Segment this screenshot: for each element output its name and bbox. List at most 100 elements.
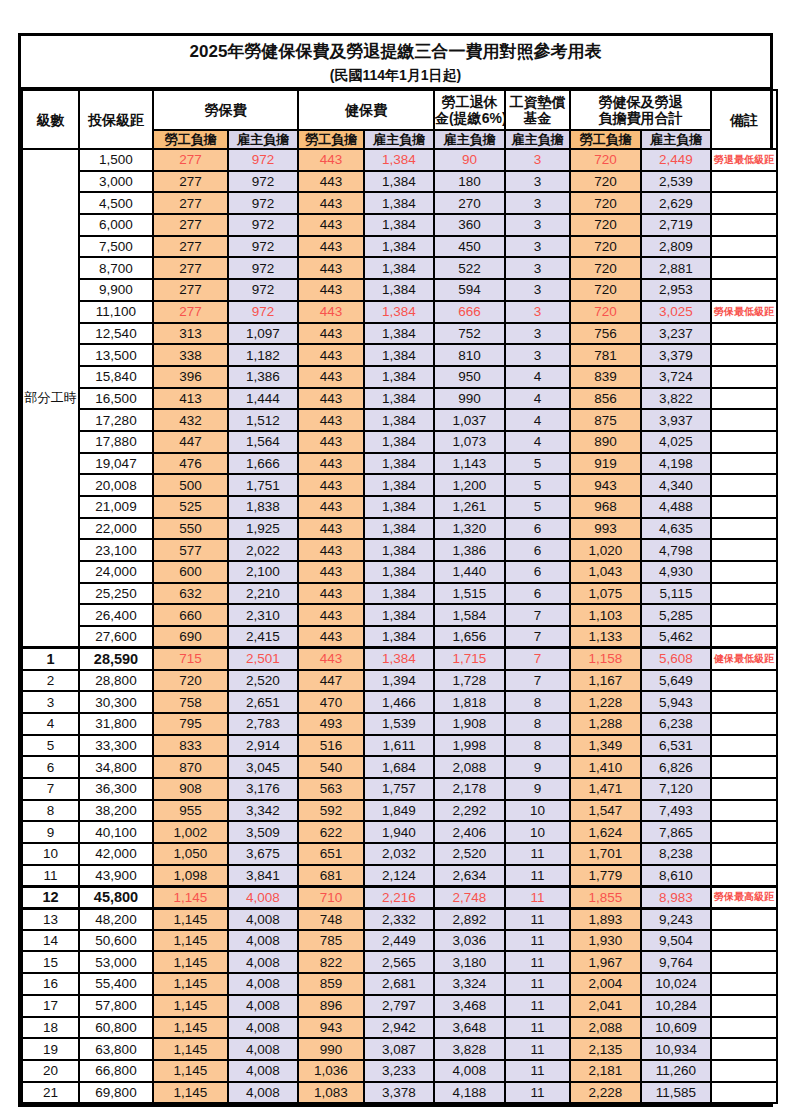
- wagefund-employer-cell: 11: [505, 908, 570, 930]
- wagefund-employer-cell: 8: [505, 735, 570, 757]
- table-row: 17,280 432 1,512 443 1,384 1,037 4 875 3…: [22, 409, 777, 431]
- table-row: 26,400 660 2,310 443 1,384 1,584 7 1,103…: [22, 604, 777, 626]
- pension-employer-cell: 522: [434, 257, 505, 279]
- health-employer-cell: 2,449: [364, 930, 434, 952]
- health-employee-cell: 443: [298, 409, 364, 431]
- pension-employer-cell: 2,520: [434, 843, 505, 865]
- wagefund-employer-cell: 3: [505, 192, 570, 214]
- wagefund-employer-cell: 5: [505, 474, 570, 496]
- table-row: 24,000 600 2,100 443 1,384 1,440 6 1,043…: [22, 561, 777, 583]
- health-employer-cell: 1,384: [364, 344, 434, 366]
- labor-employee-cell: 277: [153, 149, 228, 171]
- wagefund-employer-cell: 3: [505, 301, 570, 323]
- salary-bracket-cell: 8,700: [79, 257, 153, 279]
- health-employee-cell: 443: [298, 474, 364, 496]
- wagefund-employer-cell: 8: [505, 713, 570, 735]
- subheader-health-employer: 雇主負擔: [364, 130, 434, 149]
- labor-employee-cell: 660: [153, 604, 228, 626]
- pension-employer-cell: 990: [434, 388, 505, 410]
- health-employer-cell: 1,384: [364, 518, 434, 540]
- pension-employer-cell: 752: [434, 323, 505, 345]
- level-cell: 5: [22, 735, 79, 757]
- salary-bracket-cell: 33,300: [79, 735, 153, 757]
- labor-employer-cell: 4,008: [228, 973, 298, 995]
- health-employee-cell: 822: [298, 951, 364, 973]
- pension-employer-cell: 2,634: [434, 865, 505, 887]
- total-employer-cell: 2,881: [641, 257, 711, 279]
- health-employer-cell: 1,849: [364, 800, 434, 822]
- total-employee-cell: 2,004: [570, 973, 641, 995]
- labor-employer-cell: 4,008: [228, 1038, 298, 1060]
- remark-cell: [711, 257, 777, 279]
- remark-cell: [711, 756, 777, 778]
- total-employee-cell: 1,228: [570, 691, 641, 713]
- total-employer-cell: 5,649: [641, 670, 711, 692]
- wagefund-employer-cell: 4: [505, 431, 570, 453]
- remark-cell: [711, 388, 777, 410]
- labor-employee-cell: 476: [153, 453, 228, 475]
- pension-employer-cell: 4,188: [434, 1082, 505, 1104]
- labor-employee-cell: 720: [153, 670, 228, 692]
- health-employer-cell: 2,032: [364, 843, 434, 865]
- health-employer-cell: 1,384: [364, 257, 434, 279]
- total-employee-cell: 720: [570, 192, 641, 214]
- remark-cell: [711, 1082, 777, 1104]
- remark-cell: [711, 366, 777, 388]
- remark-cell: [711, 192, 777, 214]
- pension-employer-cell: 2,292: [434, 800, 505, 822]
- remark-cell: [711, 908, 777, 930]
- table-row: 7 36,300 908 3,176 563 1,757 2,178 9 1,4…: [22, 778, 777, 800]
- table-row: 4 31,800 795 2,783 493 1,539 1,908 8 1,2…: [22, 713, 777, 735]
- salary-bracket-cell: 28,800: [79, 670, 153, 692]
- remark-cell: [711, 583, 777, 605]
- health-employee-cell: 443: [298, 171, 364, 193]
- pension-employer-cell: 594: [434, 279, 505, 301]
- health-employee-cell: 990: [298, 1038, 364, 1060]
- salary-bracket-cell: 28,590: [79, 648, 153, 670]
- remark-cell: [711, 539, 777, 561]
- level-cell: 8: [22, 800, 79, 822]
- total-employee-cell: 1,167: [570, 670, 641, 692]
- salary-bracket-cell: 17,880: [79, 431, 153, 453]
- health-employer-cell: 2,124: [364, 865, 434, 887]
- health-employee-cell: 785: [298, 930, 364, 952]
- total-employer-cell: 9,764: [641, 951, 711, 973]
- table-row: 2 28,800 720 2,520 447 1,394 1,728 7 1,1…: [22, 670, 777, 692]
- total-employer-cell: 3,025: [641, 301, 711, 323]
- level-cell: 3: [22, 691, 79, 713]
- labor-employee-cell: 715: [153, 648, 228, 670]
- pension-employer-cell: 2,748: [434, 886, 505, 908]
- labor-employee-cell: 396: [153, 366, 228, 388]
- labor-employer-cell: 2,783: [228, 713, 298, 735]
- salary-bracket-cell: 40,100: [79, 821, 153, 843]
- health-employee-cell: 748: [298, 908, 364, 930]
- health-employee-cell: 443: [298, 257, 364, 279]
- salary-bracket-cell: 60,800: [79, 1017, 153, 1039]
- pension-employer-cell: 2,178: [434, 778, 505, 800]
- labor-employee-cell: 525: [153, 496, 228, 518]
- health-employer-cell: 1,940: [364, 821, 434, 843]
- remark-cell: [711, 1060, 777, 1082]
- health-employee-cell: 681: [298, 865, 364, 887]
- wagefund-employer-cell: 7: [505, 626, 570, 648]
- wagefund-employer-cell: 11: [505, 865, 570, 887]
- wagefund-employer-cell: 3: [505, 236, 570, 258]
- header-health-insurance: 健保費: [298, 90, 434, 130]
- labor-employee-cell: 277: [153, 214, 228, 236]
- total-employer-cell: 10,024: [641, 973, 711, 995]
- wagefund-employer-cell: 3: [505, 279, 570, 301]
- table-row: 11,100 277 972 443 1,384 666 3 720 3,025…: [22, 301, 777, 323]
- labor-employee-cell: 833: [153, 735, 228, 757]
- health-employee-cell: 563: [298, 778, 364, 800]
- health-employer-cell: 1,684: [364, 756, 434, 778]
- header-total-burden-line1: 勞健保及勞退: [571, 94, 710, 110]
- labor-employer-cell: 1,512: [228, 409, 298, 431]
- level-cell: 17: [22, 995, 79, 1017]
- salary-bracket-cell: 50,600: [79, 930, 153, 952]
- header-total-burden-line2: 負擔費用合計: [571, 110, 710, 126]
- wagefund-employer-cell: 7: [505, 670, 570, 692]
- total-employee-cell: 2,041: [570, 995, 641, 1017]
- labor-employee-cell: 758: [153, 691, 228, 713]
- wagefund-employer-cell: 11: [505, 1038, 570, 1060]
- total-employer-cell: 4,198: [641, 453, 711, 475]
